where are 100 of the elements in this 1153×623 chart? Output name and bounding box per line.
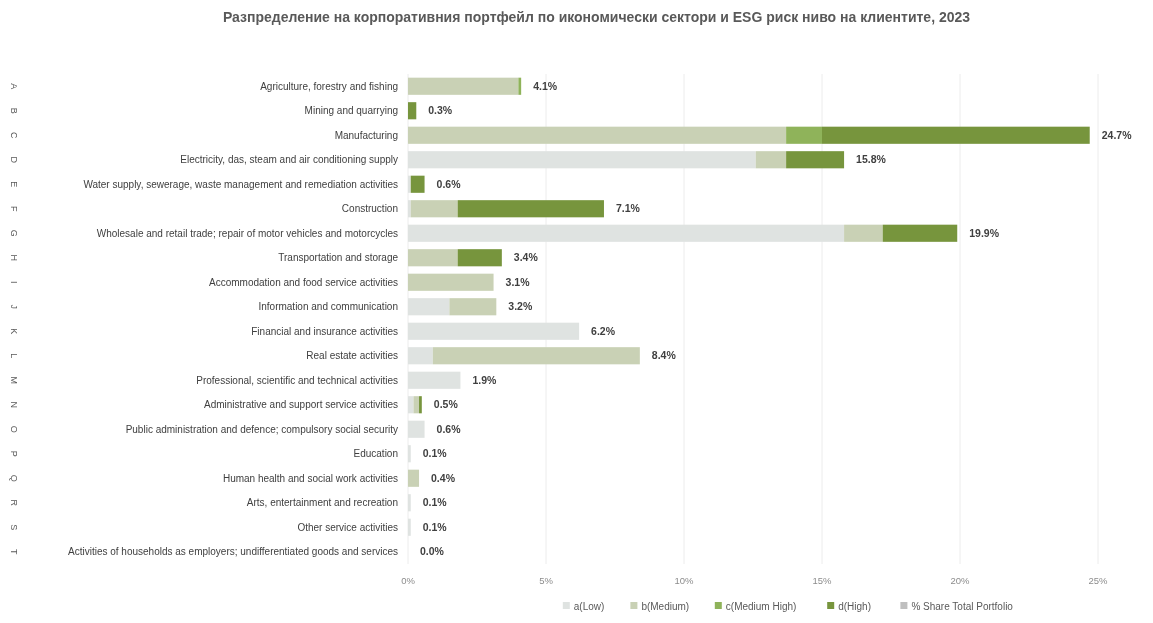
text: C [8, 132, 19, 139]
total-label: 3.4% [513, 251, 539, 264]
total-label: 0.0% [420, 545, 445, 558]
total-label: 4.1% [533, 79, 558, 92]
x-tick-label: 15% [812, 575, 833, 586]
text: I [8, 280, 19, 284]
bar [844, 224, 883, 242]
y-tick-label: Electricity, das, steam and air conditioning supply [180, 154, 398, 166]
bar [408, 249, 458, 267]
total-label: 0.4% [431, 471, 456, 484]
bar [408, 298, 450, 316]
x-tick-label: 5% [539, 575, 554, 586]
x-tick-label: 20% [950, 575, 971, 586]
legend-label: c(Medium High) [725, 600, 797, 612]
y-tick-label: Financial and insurance activities [251, 325, 398, 337]
text: A [8, 83, 19, 90]
text: N [8, 401, 19, 408]
text: F [8, 206, 19, 212]
bar [408, 396, 414, 414]
total-label: 15.8% [856, 153, 887, 166]
bar [408, 518, 411, 536]
y-tick-label: Human health and social work activities [222, 472, 398, 484]
total-label: 3.2% [508, 300, 533, 313]
bar [786, 151, 845, 169]
bar [410, 175, 425, 193]
total-label: 8.4% [651, 349, 677, 362]
bar [408, 224, 845, 242]
bar [518, 77, 522, 95]
bar [457, 200, 604, 218]
text: D [8, 156, 19, 164]
y-tick-label: Information and communication [258, 301, 398, 313]
bar [755, 151, 787, 169]
total-label: 0.6% [436, 422, 462, 435]
text: L [8, 353, 19, 359]
text: P [8, 450, 19, 457]
total-label: 0.3% [428, 104, 453, 117]
bar [408, 102, 417, 120]
text: M [8, 376, 19, 384]
text: J [8, 304, 19, 309]
bar [408, 347, 433, 365]
total-label: 0.1% [422, 520, 448, 533]
bar [432, 347, 640, 365]
bar [822, 126, 1090, 144]
bar [408, 469, 420, 487]
text: E [8, 181, 19, 188]
text: Q [8, 474, 19, 482]
y-tick-label: Transportation and storage [278, 252, 399, 264]
text: T [8, 549, 19, 555]
bar [408, 494, 411, 512]
y-tick-label: Arts, entertainment and recreation [246, 497, 398, 509]
x-tick-label: 10% [674, 575, 695, 586]
bar [786, 126, 822, 144]
y-tick-label: Agriculture, forestry and fishing [260, 80, 398, 92]
bar [408, 420, 425, 438]
legend-label: a(Low) [573, 600, 605, 612]
total-label: 7.1% [615, 202, 641, 215]
x-tick-label: 0% [401, 575, 416, 586]
bar [408, 322, 580, 340]
bar [408, 77, 519, 95]
x-tick-label: 25% [1088, 575, 1109, 586]
total-label: 0.6% [436, 177, 462, 190]
text: K [8, 328, 19, 335]
legend-label: % Share Total Portfolio [911, 600, 1014, 612]
bar [419, 396, 422, 414]
bar [408, 200, 411, 218]
bar [882, 224, 958, 242]
text: H [8, 254, 19, 261]
y-tick-label: Water supply, sewerage, waste management and remediation activities [83, 178, 398, 190]
bar [408, 175, 411, 193]
total-label: 0.1% [422, 496, 448, 509]
y-tick-label: Mining and quarrying [304, 105, 398, 117]
total-label: 3.1% [505, 275, 531, 288]
total-label: 0.1% [422, 447, 448, 460]
y-tick-label: Wholesale and retail trade; repair of motor vehicles and motorcycles [96, 227, 398, 239]
legend-label: b(Medium) [641, 600, 690, 612]
total-label: 1.9% [472, 373, 498, 386]
text: O [8, 425, 19, 433]
bar [408, 445, 411, 463]
bar [457, 249, 502, 267]
y-tick-label: Education [353, 448, 398, 460]
y-tick-label: Real estate activities [306, 350, 398, 362]
total-label: 0.5% [433, 398, 459, 411]
legend-label: d(High) [838, 600, 871, 612]
text: B [8, 107, 19, 114]
text: S [8, 524, 19, 531]
bar [449, 298, 497, 316]
bar [410, 200, 458, 218]
y-tick-label: Administrative and support service activities [204, 399, 398, 411]
y-tick-label: Professional, scientific and technical activities [196, 374, 398, 386]
text: R [8, 499, 19, 507]
y-tick-label: Construction [341, 203, 398, 215]
y-tick-label: Other service activities [297, 521, 398, 533]
y-tick-label: Manufacturing [334, 129, 398, 141]
bar [408, 371, 461, 389]
y-tick-label: Activities of households as employers; undifferentiated goods and services [67, 546, 398, 558]
bar [408, 151, 756, 169]
chart-title: Разпределение на корпоративния портфейл по икономически сектори и ESG риск ниво на клиентите, 2023 [222, 9, 971, 25]
total-label: 19.9% [969, 226, 1000, 239]
total-label: 6.2% [591, 324, 616, 337]
bar [408, 273, 494, 291]
